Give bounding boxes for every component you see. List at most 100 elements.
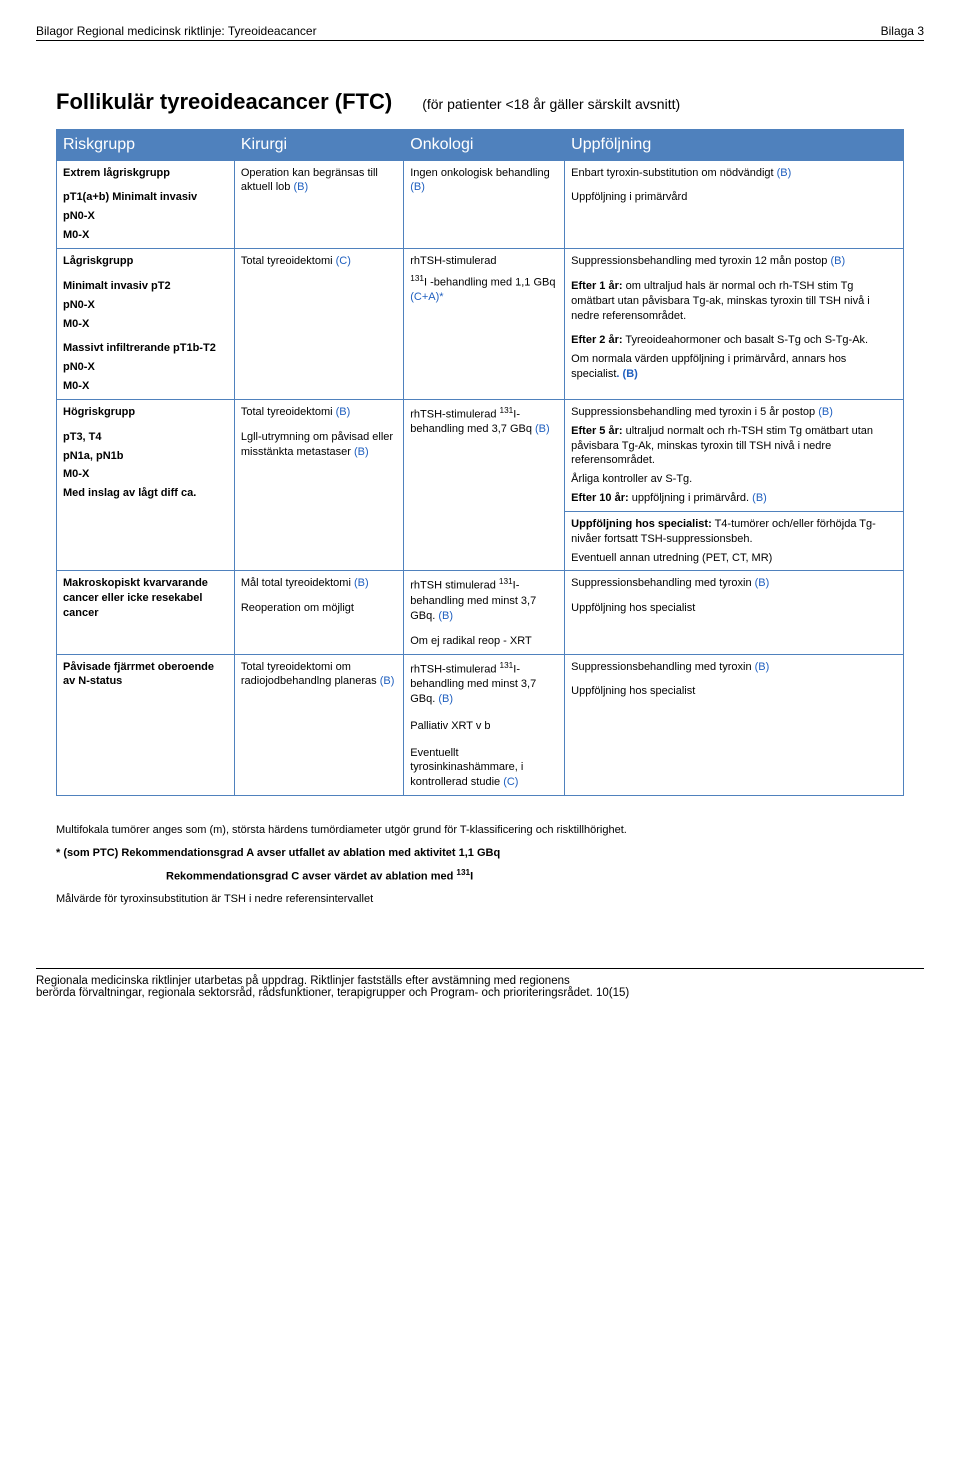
cell-r4c2: Mål total tyreoidektomi (B) Reoperation … (234, 571, 403, 654)
grade: (B) (755, 577, 770, 589)
txt: Ingen onkologisk behandling (410, 167, 549, 179)
main-table: Riskgrupp Kirurgi Onkologi Uppföljning E… (56, 129, 904, 796)
text: 131I -behandling med 1,1 GBq (C+A)* (410, 273, 558, 305)
text: M0-X (63, 379, 228, 394)
col-kirurgi: Kirurgi (234, 130, 403, 161)
text: rhTSH stimulerad 131I-behandling med min… (410, 576, 558, 623)
table-row: Lågriskgrupp Minimalt invasiv pT2 pN0-X … (57, 248, 904, 399)
text: Makroskopiskt kvarvarande cancer eller i… (63, 576, 228, 621)
text: Högriskgrupp (63, 405, 228, 420)
cell-r2c1: Lågriskgrupp Minimalt invasiv pT2 pN0-X … (57, 248, 235, 399)
text: Suppressionsbehandling med tyroxin i 5 å… (571, 405, 897, 420)
text: Ingen onkologisk behandling (B) (410, 166, 558, 196)
grade: . (B) (616, 368, 637, 380)
text: Årliga kontroller av S-Tg. (571, 472, 897, 487)
cell-r5c1: Påvisade fjärrmet oberoende av N-status (57, 654, 235, 796)
txt: Operation kan begränsas till aktuell lob (241, 167, 378, 194)
txt: Total tyreoidektomi om radiojodbehandlng… (241, 661, 380, 688)
txt: Målvärde för (56, 893, 120, 905)
bottom-rule (36, 968, 924, 969)
page-header: Bilagor Regional medicinsk riktlinje: Ty… (36, 24, 924, 38)
text: Lgll-utrymning om påvisad eller misstänk… (241, 430, 397, 460)
table-row: Påvisade fjärrmet oberoende av N-status … (57, 654, 904, 796)
txt: rhTSH-stimulerad (410, 409, 499, 421)
cell-r1c1: Extrem lågriskgrupp pT1(a+b) Minimalt in… (57, 160, 235, 248)
txt: Suppressionsbehandling med tyroxin (571, 577, 754, 589)
text: pT1(a+b) Minimalt invasiv (63, 190, 228, 205)
text: Reoperation om möjligt (241, 601, 397, 616)
page-subtitle: (för patienter <18 år gäller särskilt av… (422, 96, 680, 112)
txt: uppföljning i primärvård. (629, 492, 753, 504)
text: Om normala värden uppföljning i primärvå… (571, 352, 897, 382)
text: Med inslag av lågt diff ca. (63, 486, 228, 501)
cell-r5c2: Total tyreoidektomi om radiojodbehandlng… (234, 654, 403, 796)
text: Suppressionsbehandling med tyroxin 12 må… (571, 254, 897, 269)
cell-r4c1: Makroskopiskt kvarvarande cancer eller i… (57, 571, 235, 654)
b: Efter 2 år: (571, 334, 622, 346)
cell-r1c4: Enbart tyroxin-substitution om nödvändig… (565, 160, 904, 248)
notes-block: Multifokala tumörer anges som (m), störs… (56, 822, 904, 908)
text: Suppressionsbehandling med tyroxin (B) (571, 576, 897, 591)
title-row: Follikulär tyreoideacancer (FTC) (för pa… (56, 89, 904, 115)
note-line: Målvärde för tyroxinsubstitution är TSH … (56, 891, 904, 908)
grade: (B) (818, 406, 833, 418)
footer-line-2: berörda förvaltningar, regionala sektors… (36, 987, 629, 999)
text: pN0-X (63, 360, 228, 375)
page-footer: Regionala medicinska riktlinjer utarbeta… (36, 975, 924, 999)
text: Påvisade fjärrmet oberoende av N-status (63, 660, 228, 690)
b: Uppföljning hos specialist: (571, 518, 712, 530)
text: Total tyreoidektomi (C) (241, 254, 397, 269)
txt: Lgll-utrymning om påvisad eller misstänk… (241, 431, 393, 458)
text: Total tyreoidektomi (B) (241, 405, 397, 420)
txt: Mål total tyreoidektomi (241, 577, 354, 589)
cell-r1c2: Operation kan begränsas till aktuell lob… (234, 160, 403, 248)
text: M0-X (63, 228, 228, 243)
text: rhTSH-stimulerad 131I-behandling med 3,7… (410, 405, 558, 437)
grade: (B) (380, 675, 395, 687)
text: Palliativ XRT v b (410, 719, 558, 734)
footer-line-1: Regionala medicinska riktlinjer utarbeta… (36, 975, 570, 987)
text: rhTSH-stimulerad 131I-behandling med min… (410, 660, 558, 707)
top-rule (36, 40, 924, 41)
text: Efter 1 år: om ultraljud hals är normal … (571, 279, 897, 324)
text: M0-X (63, 467, 228, 482)
text: Uppföljning hos specialist (571, 601, 897, 616)
b: Efter 10 år: (571, 492, 628, 504)
text: Eventuell annan utredning (PET, CT, MR) (571, 551, 897, 566)
table-row: Högriskgrupp pT3, T4 pN1a, pN1b M0-X Med… (57, 399, 904, 511)
txt: Enbart tyroxin-substitution om nödvändig… (571, 167, 776, 179)
grade: (B) (438, 693, 453, 705)
sup: 131 (410, 274, 424, 283)
text: Efter 5 år: ultraljud normalt och rh-TSH… (571, 424, 897, 469)
text: M0-X (63, 317, 228, 332)
text: Enbart tyroxin-substitution om nödvändig… (571, 166, 897, 181)
cell-r3c4: Suppressionsbehandling med tyroxin i 5 å… (565, 399, 904, 511)
header-left: Bilagor Regional medicinsk riktlinje: Ty… (36, 24, 317, 38)
cell-r3c2: Total tyreoidektomi (B) Lgll-utrymning o… (234, 399, 403, 571)
cell-r4c3: rhTSH stimulerad 131I-behandling med min… (404, 571, 565, 654)
cell-r1c3: Ingen onkologisk behandling (B) (404, 160, 565, 248)
cell-r3c4b: Uppföljning hos specialist: T4-tumörer o… (565, 511, 904, 571)
cell-r5c3: rhTSH-stimulerad 131I-behandling med min… (404, 654, 565, 796)
text: Om ej radikal reop - XRT (410, 634, 558, 649)
grade: (B) (410, 181, 425, 193)
txt: Total tyreoidektomi (241, 255, 336, 267)
col-riskgrupp: Riskgrupp (57, 130, 235, 161)
txt: I -behandling med 1,1 GBq (424, 276, 555, 288)
text: Uppföljning hos specialist (571, 684, 897, 699)
grade: (B) (354, 446, 369, 458)
txt: Tyreoideahormoner och basalt S-Tg och S-… (623, 334, 869, 346)
text: Total tyreoidektomi om radiojodbehandlng… (241, 660, 397, 690)
text: Uppföljning i primärvård (571, 190, 897, 205)
grade: (B) (354, 577, 369, 589)
cell-r2c4: Suppressionsbehandling med tyroxin 12 må… (565, 248, 904, 399)
col-uppfoljning: Uppföljning (565, 130, 904, 161)
txt: Total tyreoidektomi (241, 406, 336, 418)
text: Uppföljning hos specialist: T4-tumörer o… (571, 517, 897, 547)
cell-r2c2: Total tyreoidektomi (C) (234, 248, 403, 399)
page-title: Follikulär tyreoideacancer (FTC) (56, 89, 392, 115)
header-right: Bilaga 3 (881, 24, 924, 38)
txt: Suppressionsbehandling med tyroxin (571, 661, 754, 673)
grade: (B) (755, 661, 770, 673)
txt: Suppressionsbehandling med tyroxin 12 må… (571, 255, 830, 267)
